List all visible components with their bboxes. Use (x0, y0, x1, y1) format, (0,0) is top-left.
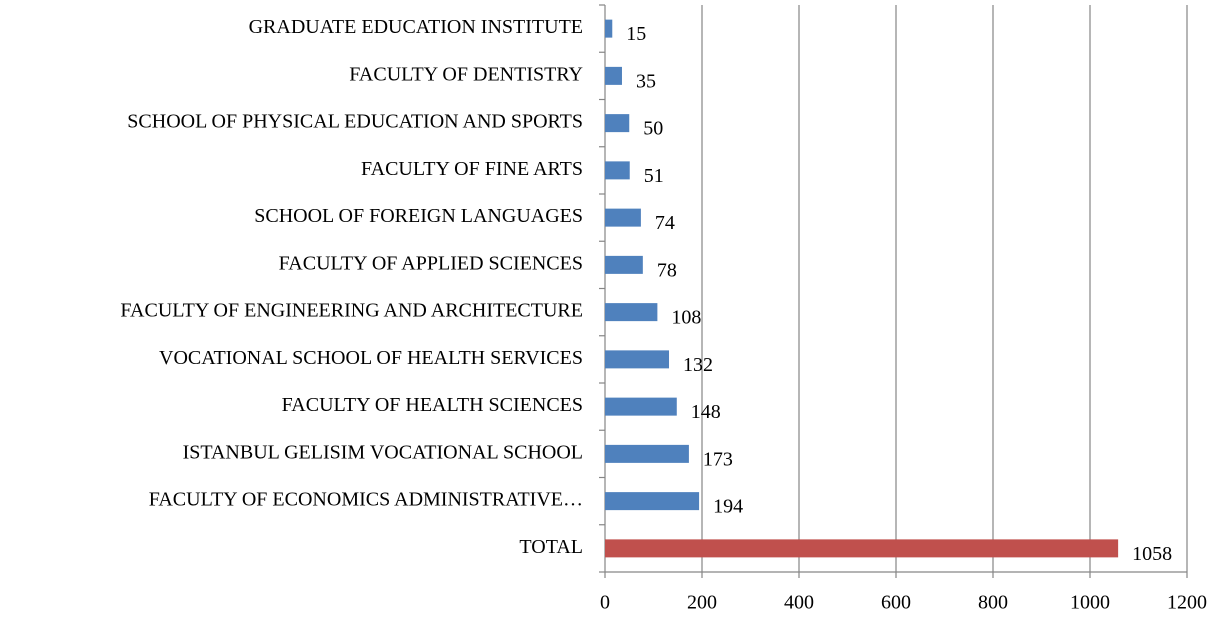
bar (605, 397, 677, 416)
bar (605, 66, 622, 85)
y-tick-label: SCHOOL OF PHYSICAL EDUCATION AND SPORTS (127, 111, 583, 133)
y-tick-label: FACULTY OF ENGINEERING AND ARCHITECTURE (120, 300, 583, 322)
bar (605, 114, 630, 133)
bar (605, 208, 641, 227)
x-tick-label: 800 (978, 592, 1008, 614)
y-tick-label: FACULTY OF APPLIED SCIENCES (279, 252, 583, 274)
bar (605, 303, 658, 322)
bar (605, 19, 613, 38)
data-label: 51 (644, 165, 664, 187)
data-label: 173 (703, 448, 733, 470)
bar (605, 539, 1119, 558)
bar (605, 350, 670, 369)
data-label: 1058 (1132, 543, 1172, 565)
bar (605, 492, 700, 511)
data-label: 35 (636, 70, 656, 92)
y-tick-label: FACULTY OF FINE ARTS (361, 158, 583, 180)
data-label: 148 (691, 401, 721, 423)
y-tick-label: TOTAL (519, 536, 583, 558)
data-label: 132 (683, 354, 713, 376)
y-tick-label: FACULTY OF HEALTH SCIENCES (282, 394, 583, 416)
x-tick-label: 600 (881, 592, 911, 614)
x-tick-label: 1000 (1070, 592, 1110, 614)
x-tick-label: 400 (784, 592, 814, 614)
data-label: 194 (713, 496, 743, 518)
bar (605, 161, 630, 180)
x-tick-label: 200 (687, 592, 717, 614)
x-tick-label: 1200 (1167, 592, 1207, 614)
data-label: 15 (626, 23, 646, 45)
bar (605, 444, 689, 463)
bar (605, 255, 643, 274)
y-tick-label: SCHOOL OF FOREIGN LANGUAGES (254, 205, 583, 227)
y-tick-label: ISTANBUL GELISIM VOCATIONAL SCHOOL (183, 441, 583, 463)
y-tick-label: VOCATIONAL SCHOOL OF HEALTH SERVICES (159, 347, 583, 369)
data-label: 78 (657, 259, 677, 281)
data-label: 74 (655, 212, 675, 234)
x-tick-label: 0 (600, 592, 610, 614)
y-tick-label: FACULTY OF DENTISTRY (349, 63, 583, 85)
data-label: 108 (671, 307, 701, 329)
data-label: 50 (643, 118, 663, 140)
y-tick-label: GRADUATE EDUCATION INSTITUTE (249, 16, 583, 38)
y-tick-label: FACULTY OF ECONOMICS ADMINISTRATIVE… (149, 489, 583, 511)
